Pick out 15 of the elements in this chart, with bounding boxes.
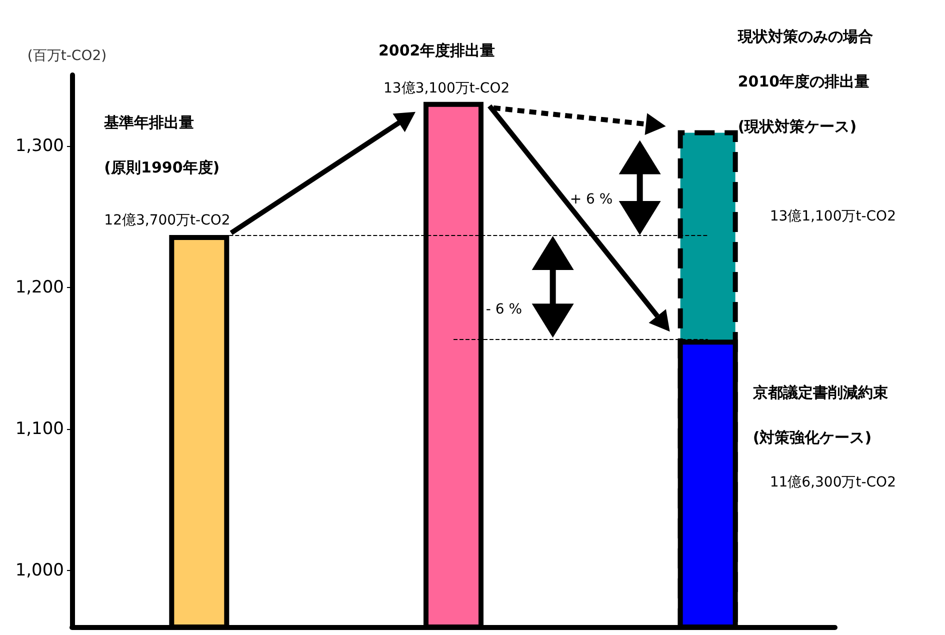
annotation: 12億3,700万t-CO2: [104, 212, 230, 228]
annotation: + 6 %: [570, 192, 613, 208]
y-tick-label: 1,200: [15, 277, 64, 298]
y-axis-title: (百万t-CO2): [27, 48, 107, 64]
y-tick-label: 1,300: [15, 136, 64, 156]
text: 京都議定書削減約束 (対策強化ケース): [752, 384, 888, 446]
annotation: 13億3,100万t-CO2: [384, 80, 510, 96]
y-tick-label: 1,000: [15, 560, 64, 580]
y-tick-label: 1,100: [15, 418, 64, 439]
text: 基準年排出量 (原則1990年度): [104, 114, 220, 176]
text: 2002年度排出量: [378, 42, 496, 60]
annotation: - 6 %: [486, 302, 522, 318]
annotation: 13億1,100万t-CO2: [770, 208, 896, 224]
annotation: 11億6,300万t-CO2: [770, 474, 896, 490]
text: 現状対策のみの場合 2010年度の排出量 (現状対策ケース): [738, 28, 873, 136]
